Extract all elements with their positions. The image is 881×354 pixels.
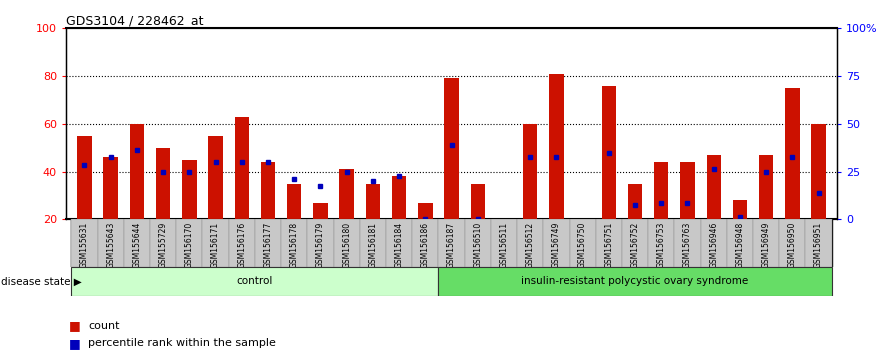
Text: insulin-resistant polycystic ovary syndrome: insulin-resistant polycystic ovary syndr… <box>522 276 749 286</box>
Bar <box>123 219 150 267</box>
Bar <box>71 267 439 296</box>
Bar <box>103 157 118 267</box>
Text: GDS3104 / 228462_at: GDS3104 / 228462_at <box>66 14 204 27</box>
Bar <box>314 203 328 267</box>
Bar <box>392 176 406 267</box>
Bar <box>707 155 721 267</box>
Text: GSM156946: GSM156946 <box>709 222 718 268</box>
Bar <box>78 136 92 267</box>
Bar <box>156 148 170 267</box>
Bar <box>412 219 439 267</box>
Bar <box>497 229 511 267</box>
Bar <box>418 203 433 267</box>
Text: GSM156753: GSM156753 <box>656 222 666 268</box>
Bar <box>261 162 275 267</box>
Bar <box>234 117 249 267</box>
Bar <box>727 219 753 267</box>
Bar <box>150 219 176 267</box>
Text: GSM156751: GSM156751 <box>604 222 613 268</box>
Text: GSM156170: GSM156170 <box>185 222 194 268</box>
Bar <box>805 219 832 267</box>
Bar <box>71 219 98 267</box>
Bar <box>130 124 144 267</box>
Bar <box>549 74 564 267</box>
Text: GSM155644: GSM155644 <box>132 222 141 268</box>
Text: GSM156186: GSM156186 <box>421 222 430 268</box>
Bar <box>491 219 517 267</box>
Text: GSM156510: GSM156510 <box>473 222 482 268</box>
Text: GSM156763: GSM156763 <box>683 222 692 268</box>
Bar <box>366 184 380 267</box>
Text: GSM156749: GSM156749 <box>552 222 561 268</box>
Text: ■: ■ <box>69 337 80 350</box>
Bar <box>569 219 596 267</box>
Bar <box>648 219 674 267</box>
Bar <box>439 219 464 267</box>
Text: GSM156750: GSM156750 <box>578 222 587 268</box>
Text: GSM156951: GSM156951 <box>814 222 823 268</box>
Bar <box>785 88 800 267</box>
Text: GSM156949: GSM156949 <box>762 222 771 268</box>
Bar <box>680 162 695 267</box>
Bar <box>700 219 727 267</box>
Bar <box>733 200 747 267</box>
Bar <box>517 219 544 267</box>
Bar <box>753 219 780 267</box>
Bar <box>622 219 648 267</box>
Text: disease state ▶: disease state ▶ <box>1 276 82 286</box>
Bar <box>759 155 774 267</box>
Text: GSM156177: GSM156177 <box>263 222 272 268</box>
Text: ■: ■ <box>69 319 80 332</box>
Bar <box>339 169 354 267</box>
Bar <box>98 219 123 267</box>
Text: GSM156181: GSM156181 <box>368 222 377 268</box>
Bar <box>229 219 255 267</box>
Text: GSM155631: GSM155631 <box>80 222 89 268</box>
Text: GSM155729: GSM155729 <box>159 222 167 268</box>
Bar <box>780 219 805 267</box>
Bar <box>444 79 459 267</box>
Bar <box>287 184 301 267</box>
Text: GSM156512: GSM156512 <box>526 222 535 268</box>
Text: GSM156187: GSM156187 <box>447 222 456 268</box>
Text: GSM156184: GSM156184 <box>395 222 403 268</box>
Text: GSM156948: GSM156948 <box>736 222 744 268</box>
Bar <box>307 219 334 267</box>
Bar <box>523 124 537 267</box>
Text: count: count <box>88 321 120 331</box>
Text: GSM156171: GSM156171 <box>211 222 220 268</box>
Bar <box>439 267 832 296</box>
Text: GSM156178: GSM156178 <box>290 222 299 268</box>
Text: GSM156950: GSM156950 <box>788 222 797 268</box>
Text: GSM156179: GSM156179 <box>316 222 325 268</box>
Bar <box>281 219 307 267</box>
Bar <box>334 219 359 267</box>
Bar <box>544 219 569 267</box>
Bar <box>203 219 229 267</box>
Bar <box>182 160 196 267</box>
Bar <box>359 219 386 267</box>
Bar <box>628 184 642 267</box>
Bar <box>208 136 223 267</box>
Bar <box>596 219 622 267</box>
Bar <box>470 184 485 267</box>
Bar <box>176 219 203 267</box>
Text: GSM156176: GSM156176 <box>237 222 247 268</box>
Bar <box>464 219 491 267</box>
Text: control: control <box>237 276 273 286</box>
Text: percentile rank within the sample: percentile rank within the sample <box>88 338 276 348</box>
Bar <box>811 124 825 267</box>
Bar <box>386 219 412 267</box>
Text: GSM156511: GSM156511 <box>500 222 508 268</box>
Bar <box>602 86 616 267</box>
Bar <box>255 219 281 267</box>
Bar <box>674 219 700 267</box>
Text: GSM155643: GSM155643 <box>106 222 115 268</box>
Text: GSM156180: GSM156180 <box>342 222 352 268</box>
Text: GSM156752: GSM156752 <box>631 222 640 268</box>
Bar <box>654 162 669 267</box>
Bar <box>575 255 589 267</box>
